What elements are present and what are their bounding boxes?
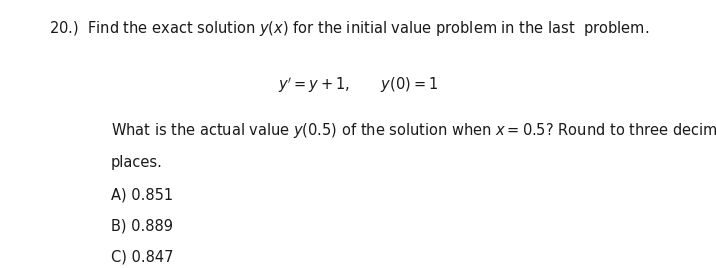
Text: A) 0.851: A) 0.851 [111,188,173,203]
Text: 20.)  Find the exact solution $y(x)$ for the initial value problem in the last  : 20.) Find the exact solution $y(x)$ for … [49,19,649,38]
Text: B) 0.889: B) 0.889 [111,218,173,233]
Text: $y' = y + 1, \qquad y(0) = 1$: $y' = y + 1, \qquad y(0) = 1$ [278,75,438,95]
Text: C) 0.847: C) 0.847 [111,249,173,264]
Text: places.: places. [111,155,163,170]
Text: What is the actual value $y(0.5)$ of the solution when $x = 0.5$? Round to three: What is the actual value $y(0.5)$ of the… [111,121,716,140]
